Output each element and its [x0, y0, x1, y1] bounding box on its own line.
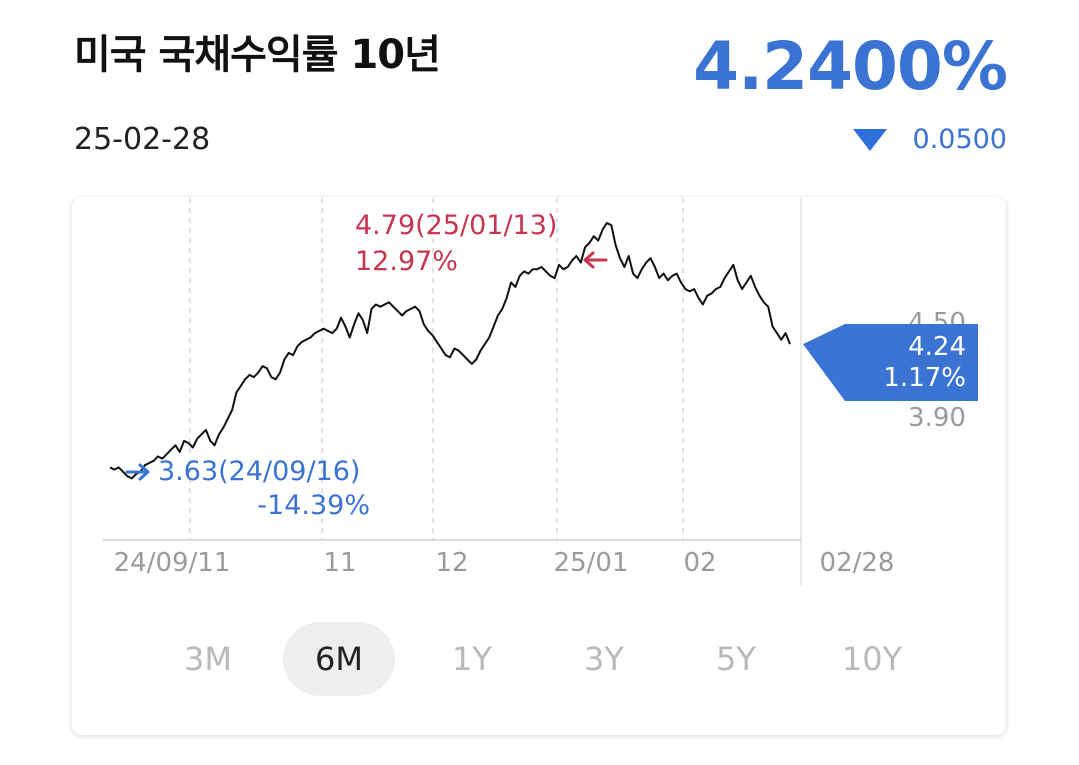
- tab-3m[interactable]: 3M: [184, 640, 232, 678]
- page-title: 미국 국채수익률 10년: [74, 32, 441, 78]
- down-triangle-icon: [852, 128, 887, 151]
- y-tick-label: 3.90: [908, 403, 966, 433]
- tab-5y[interactable]: 5Y: [716, 640, 756, 678]
- x-tick-label: 24/09/11: [114, 548, 231, 578]
- tab-10y[interactable]: 10Y: [841, 640, 903, 678]
- quote-date: 25-02-28: [74, 122, 211, 157]
- current-value-label: 4.24: [908, 332, 966, 362]
- current-value-tag: [803, 324, 978, 401]
- change-value: 0.0500: [912, 124, 1007, 155]
- x-tick-label: 12: [435, 548, 468, 578]
- x-tick-label: 02: [683, 548, 716, 578]
- change-block: 0.0500: [852, 124, 1007, 155]
- low-annotation-label: 3.63(24/09/16): [158, 456, 360, 487]
- high-annotation-label: 4.79(25/01/13): [355, 210, 557, 241]
- x-tick-label: 02/28: [820, 548, 895, 578]
- chart-card: [72, 197, 1006, 735]
- low-annotation-pct: -14.39%: [257, 490, 370, 521]
- current-yield: 4.2400%: [693, 28, 1008, 105]
- arrow-right-icon: [125, 463, 150, 481]
- arrow-left-icon: [583, 251, 608, 269]
- tab-3y[interactable]: 3Y: [584, 640, 624, 678]
- tab-6m[interactable]: 6M: [283, 622, 395, 696]
- series-line: [109, 222, 791, 480]
- current-change-label: 1.17%: [883, 363, 966, 393]
- x-tick-label: 25/01: [554, 548, 629, 578]
- x-tick-label: 11: [323, 548, 356, 578]
- tab-1y[interactable]: 1Y: [452, 640, 492, 678]
- high-annotation-pct: 12.97%: [355, 246, 458, 277]
